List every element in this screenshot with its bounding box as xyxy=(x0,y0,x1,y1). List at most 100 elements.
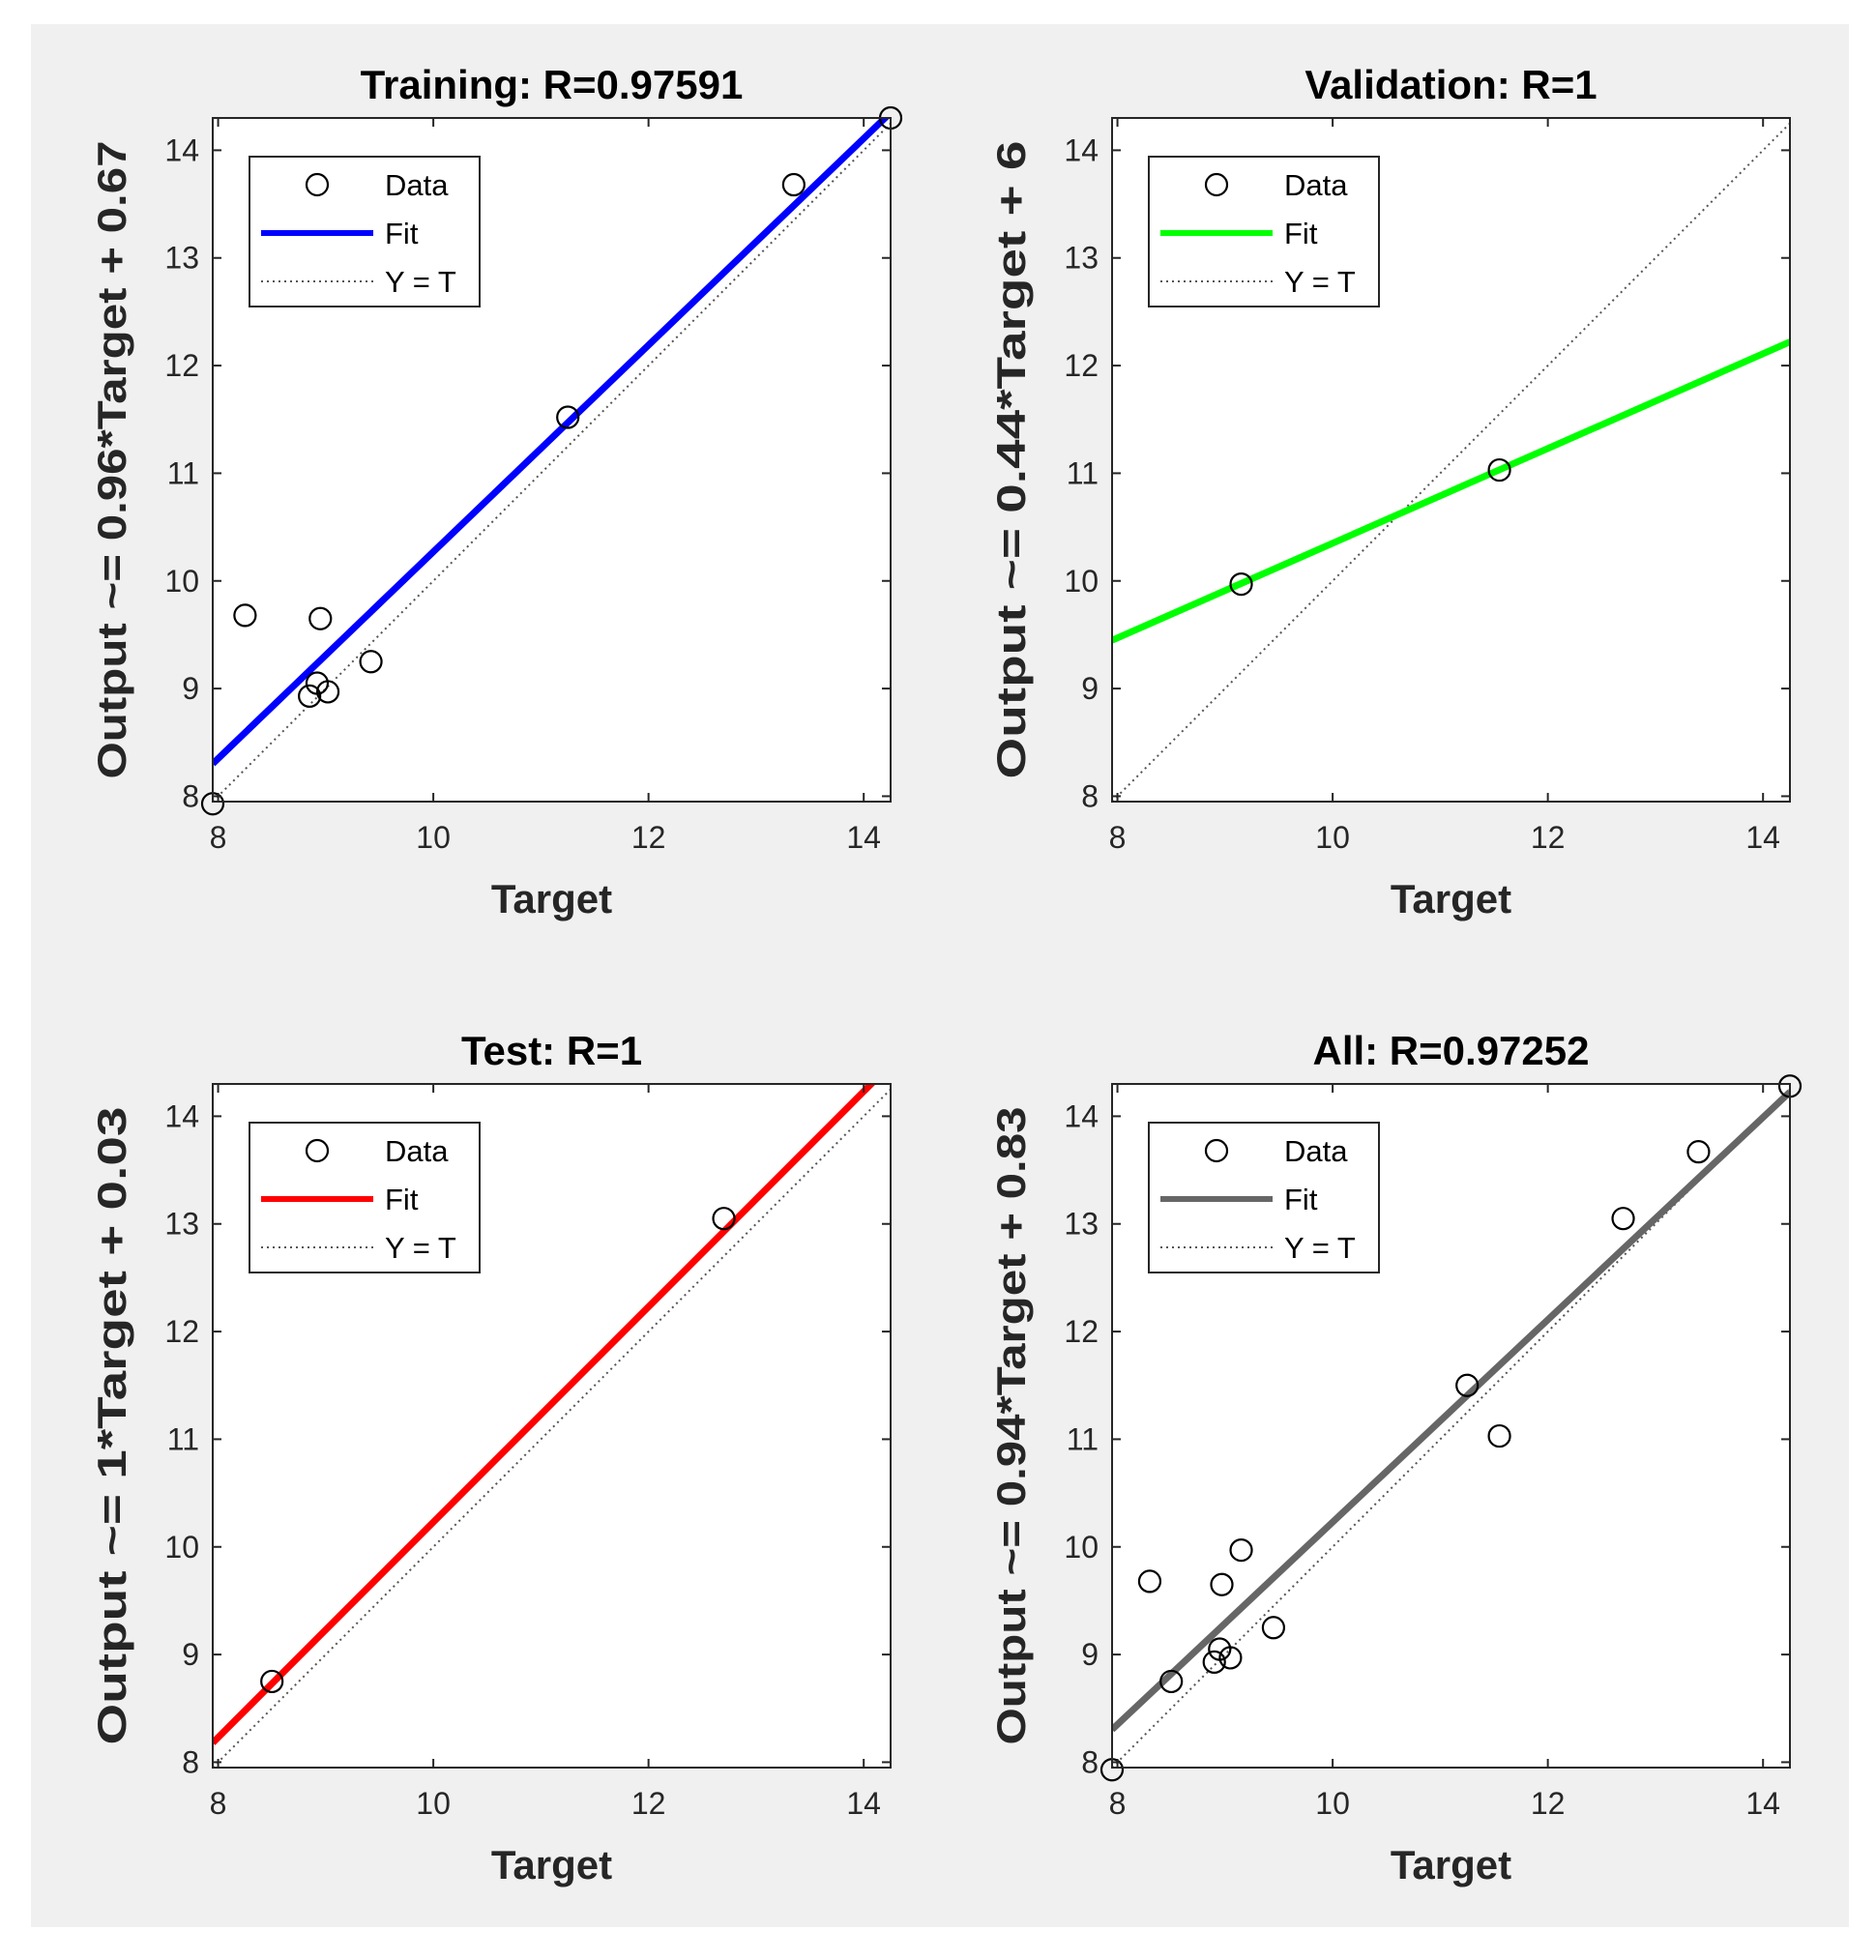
y-tick-label: 14 xyxy=(1064,132,1099,167)
y-tick-label: 9 xyxy=(1081,1637,1099,1672)
y-tick-label: 11 xyxy=(167,455,199,490)
x-tick-label: 10 xyxy=(1315,820,1350,855)
y-tick-label: 11 xyxy=(1067,455,1099,490)
legend-data-marker xyxy=(305,172,330,197)
legend-data-marker xyxy=(305,1138,330,1163)
y-tick-label: 8 xyxy=(1081,1744,1099,1779)
y-tick-label: 14 xyxy=(164,1098,199,1133)
y-tick-label: 14 xyxy=(1064,1098,1099,1133)
chart-title: Training: R=0.97591 xyxy=(361,62,744,107)
legend-entry: Fit xyxy=(1284,217,1318,250)
y-tick-label: 8 xyxy=(182,778,199,813)
x-tick-label: 14 xyxy=(1745,820,1780,855)
x-tick-label: 12 xyxy=(631,1786,666,1821)
y-axis-label: Output ~= 0.94*Target + 0.83 xyxy=(988,1107,1034,1745)
fit-line xyxy=(1112,1089,1790,1733)
y-tick-label: 13 xyxy=(1064,241,1099,276)
legend-entry: Data xyxy=(385,1134,449,1168)
legend-entry: Fit xyxy=(385,1183,419,1216)
legend: Data Fit Y = T xyxy=(1148,156,1380,307)
x-tick-label: 10 xyxy=(416,1786,451,1821)
y-tick-label: 12 xyxy=(164,348,199,383)
y-tick-label: 13 xyxy=(164,1207,199,1242)
data-point xyxy=(1455,1373,1480,1397)
x-axis-label: Target xyxy=(1391,1842,1511,1887)
data-point xyxy=(1202,1650,1226,1674)
legend-entry: Y = T xyxy=(385,265,456,299)
data-point xyxy=(1229,1537,1253,1563)
legend-entry: Data xyxy=(1284,1134,1348,1168)
data-point xyxy=(1229,571,1253,597)
y-tick-label: 12 xyxy=(1064,348,1099,383)
x-tick-label: 8 xyxy=(210,1786,227,1821)
y-tick-label: 12 xyxy=(164,1314,199,1349)
x-tick-label: 8 xyxy=(1109,820,1127,855)
data-point xyxy=(1137,1569,1162,1594)
data-point xyxy=(712,1207,736,1231)
x-axis-label: Target xyxy=(491,1842,612,1887)
data-point xyxy=(1611,1207,1635,1231)
y-tick-label: 10 xyxy=(164,1530,199,1565)
panel-3: 8 10 12 14 8 9 10 11 12 13 14 All: R=0.97252 Target O… xyxy=(988,1028,1803,1887)
axes-box xyxy=(1111,1083,1791,1769)
fit-line xyxy=(213,118,891,767)
fit-line xyxy=(1112,338,1790,644)
data-point xyxy=(315,680,340,704)
x-tick-label: 10 xyxy=(1315,1786,1350,1821)
legend-data-marker xyxy=(1204,172,1229,197)
x-tick-label: 12 xyxy=(1531,1786,1566,1821)
x-tick-label: 14 xyxy=(1745,1786,1780,1821)
legend-entry: Y = T xyxy=(385,1231,456,1265)
data-point xyxy=(233,603,257,628)
y-tick-label: 13 xyxy=(164,241,199,276)
data-point xyxy=(1218,1646,1243,1670)
legend-entry: Y = T xyxy=(1284,1231,1356,1265)
panel-1: 8 10 12 14 8 9 10 11 12 13 14 Validation: R=1 Target… xyxy=(988,62,1791,921)
x-tick-label: 14 xyxy=(846,820,881,855)
fit-line xyxy=(213,1084,876,1745)
y-axis-label: Output ~= 1*Target + 0.03 xyxy=(89,1107,134,1745)
data-point xyxy=(1487,1423,1511,1448)
y-tick-label: 9 xyxy=(182,1637,199,1672)
y-tick-label: 8 xyxy=(1081,778,1099,813)
data-point xyxy=(1210,1572,1234,1596)
y-tick-label: 10 xyxy=(1064,564,1099,599)
legend-entry: Fit xyxy=(1284,1183,1318,1216)
y-tick-label: 14 xyxy=(164,132,199,167)
y-tick-label: 12 xyxy=(1064,1314,1099,1349)
y-tick-label: 10 xyxy=(164,564,199,599)
y-tick-label: 11 xyxy=(167,1421,199,1456)
x-axis-label: Target xyxy=(1391,876,1511,921)
data-point xyxy=(556,405,580,429)
legend: Data Fit Y = T xyxy=(249,1122,481,1273)
x-axis-label: Target xyxy=(491,876,612,921)
axes-box xyxy=(1111,117,1791,803)
legend: Data Fit Y = T xyxy=(249,156,481,307)
data-point xyxy=(1686,1140,1711,1164)
x-tick-label: 14 xyxy=(846,1786,881,1821)
y-tick-label: 8 xyxy=(182,1744,199,1779)
panel-2: 8 10 12 14 8 9 10 11 12 13 14 Test: R=1 Target Output… xyxy=(89,1028,892,1887)
x-tick-label: 8 xyxy=(210,820,227,855)
legend-entry: Data xyxy=(1284,168,1348,202)
y-tick-label: 11 xyxy=(1067,1421,1099,1456)
x-tick-label: 12 xyxy=(631,820,666,855)
data-point xyxy=(359,650,383,674)
axes-box xyxy=(212,1083,892,1769)
chart-title: All: R=0.97252 xyxy=(1312,1028,1589,1073)
y-tick-label: 10 xyxy=(1064,1530,1099,1565)
data-point xyxy=(1159,1669,1184,1694)
x-tick-label: 12 xyxy=(1531,820,1566,855)
data-point xyxy=(260,1669,284,1694)
data-point xyxy=(1487,457,1511,483)
x-tick-label: 10 xyxy=(416,820,451,855)
y-axis-label: Output ~= 0.96*Target + 0.67 xyxy=(89,141,134,779)
legend-entry: Fit xyxy=(385,217,419,250)
data-point xyxy=(308,606,333,630)
chart-title: Validation: R=1 xyxy=(1304,62,1597,107)
legend-entry: Data xyxy=(385,168,449,202)
data-point xyxy=(781,172,806,197)
chart-title: Test: R=1 xyxy=(461,1028,642,1073)
data-point xyxy=(298,684,322,708)
